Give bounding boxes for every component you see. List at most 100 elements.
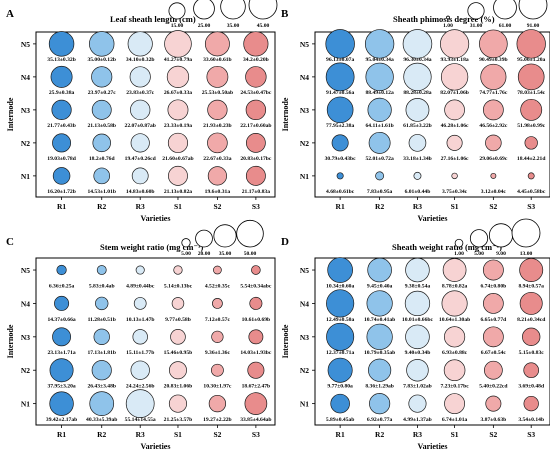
data-value-label: 14.03±1.93bc [240,350,272,356]
data-value-label: 9.45±0.40a [367,283,393,289]
data-bubble [171,297,185,310]
data-value-label: 6.74±1.01a [442,417,468,423]
data-value-label: 29.06±0.69c [479,156,507,162]
data-bubble [208,394,227,413]
data-value-label: 26.67±0.33a [164,90,192,96]
data-value-label: 4.52±0.35c [205,283,231,289]
y-tick-label: N3 [21,106,30,115]
data-bubble [485,134,502,152]
data-value-label: 4.99±1.37ab [403,417,432,423]
data-bubble [367,257,392,283]
x-tick-label: S1 [174,202,182,211]
data-value-label: 46.56±2.92c [479,123,507,129]
data-bubble [132,329,148,345]
data-bubble [92,133,111,153]
data-bubble [336,172,344,180]
data-value-label: 9.40±0.34b [405,350,431,356]
data-value-label: 9.36±1.36c [205,350,231,356]
data-bubble [517,63,545,91]
data-bubble [364,29,395,59]
panel-label: B [281,8,289,20]
data-value-label: 5.83±0.4ab [89,283,115,289]
x-tick-label: S3 [527,202,535,211]
data-bubble [130,99,151,121]
y-tick-label: N3 [21,333,30,342]
size-legend-circle [195,229,213,248]
data-value-label: 9.38±0.54a [405,283,431,289]
x-axis-label: Varieties [418,214,448,223]
data-value-label: 74.77±1.76c [479,90,507,96]
chart-title: Sheath weight ratio (mg cm⁻¹) [392,242,502,252]
data-bubble [93,167,111,185]
data-value-label: 46.28±1.06c [441,123,469,129]
data-value-label: 51.98±0.99c [517,123,545,129]
size-legend-label: 61.00 [499,23,512,29]
data-value-label: 27.16±1.06c [441,156,469,162]
data-value-label: 34.10±0.32b [126,57,155,63]
x-tick-label: R1 [336,202,345,211]
size-legend-label: 45.00 [257,23,270,29]
data-bubble [51,99,72,120]
data-value-label: 4.45±0.58bc [517,189,546,195]
data-value-label: 18.67±2.47b [242,384,271,390]
data-bubble [441,290,468,317]
data-value-label: 3.69±0.48d [518,384,545,390]
data-bubble [527,172,535,180]
data-value-label: 8.36±1.29ab [365,384,394,390]
data-bubble [451,172,458,180]
data-bubble [326,96,354,124]
data-bubble [375,171,385,181]
chart-title: Leaf sheath length (cm) [110,14,196,24]
data-bubble [167,99,189,121]
data-value-label: 7.83±1.02ab [403,384,432,390]
data-value-label: 8.94±0.57a [518,283,544,289]
x-tick-label: R2 [97,202,106,211]
size-legend-circle [454,238,464,248]
y-tick-label: N2 [21,139,30,148]
data-value-label: 5.89±0.45ab [326,417,355,423]
data-value-label: 30.79±0.43bc [325,156,357,162]
data-bubble [485,395,502,412]
data-bubble [50,65,73,88]
data-bubble [249,296,263,310]
size-legend-label: 35.00 [227,23,240,29]
data-bubble [516,29,546,59]
data-value-label: 95.06±1.20a [517,57,545,63]
data-bubble [207,166,227,186]
panel-label: D [281,236,289,248]
data-bubble [483,99,504,121]
y-tick-label: N4 [300,299,309,308]
data-value-label: 61.85±3.22b [403,123,432,129]
data-bubble [48,31,75,57]
x-tick-label: S1 [451,202,459,211]
data-value-label: 19.03±0.78d [47,156,76,162]
data-value-label: 78.03±1.54c [517,90,545,96]
data-value-label: 15.11±1.77b [126,350,154,356]
size-legend-circle [248,0,278,20]
data-bubble [133,297,147,310]
data-bubble [54,295,70,311]
data-value-label: 6.36±0.25a [49,283,75,289]
x-tick-label: R3 [413,202,422,211]
size-legend-circle [446,15,450,20]
data-bubble [368,358,392,382]
data-value-label: 10.01±0.66bc [402,317,434,323]
data-value-label: 34.2±0.20b [243,57,269,63]
size-legend-circle [213,224,237,248]
x-tick-label: R2 [375,430,384,439]
y-tick-label: N2 [300,366,309,375]
data-bubble [405,97,430,122]
size-legend-circle [236,219,264,248]
data-value-label: 4.89±0.44bc [126,283,155,289]
size-legend-circle [220,0,246,20]
data-value-label: 21.13±0.82a [164,189,192,195]
size-legend-label: 25.00 [198,23,211,29]
data-bubble [91,66,113,88]
data-value-label: 15.46±0.95b [164,350,193,356]
data-bubble [405,257,430,283]
data-bubble [245,66,267,88]
panel-label: A [6,8,14,20]
size-legend-label: 13.00 [520,251,533,257]
data-value-label: 10.64±1.30ab [439,317,470,323]
data-value-label: 91.47±0.56a [326,90,354,96]
